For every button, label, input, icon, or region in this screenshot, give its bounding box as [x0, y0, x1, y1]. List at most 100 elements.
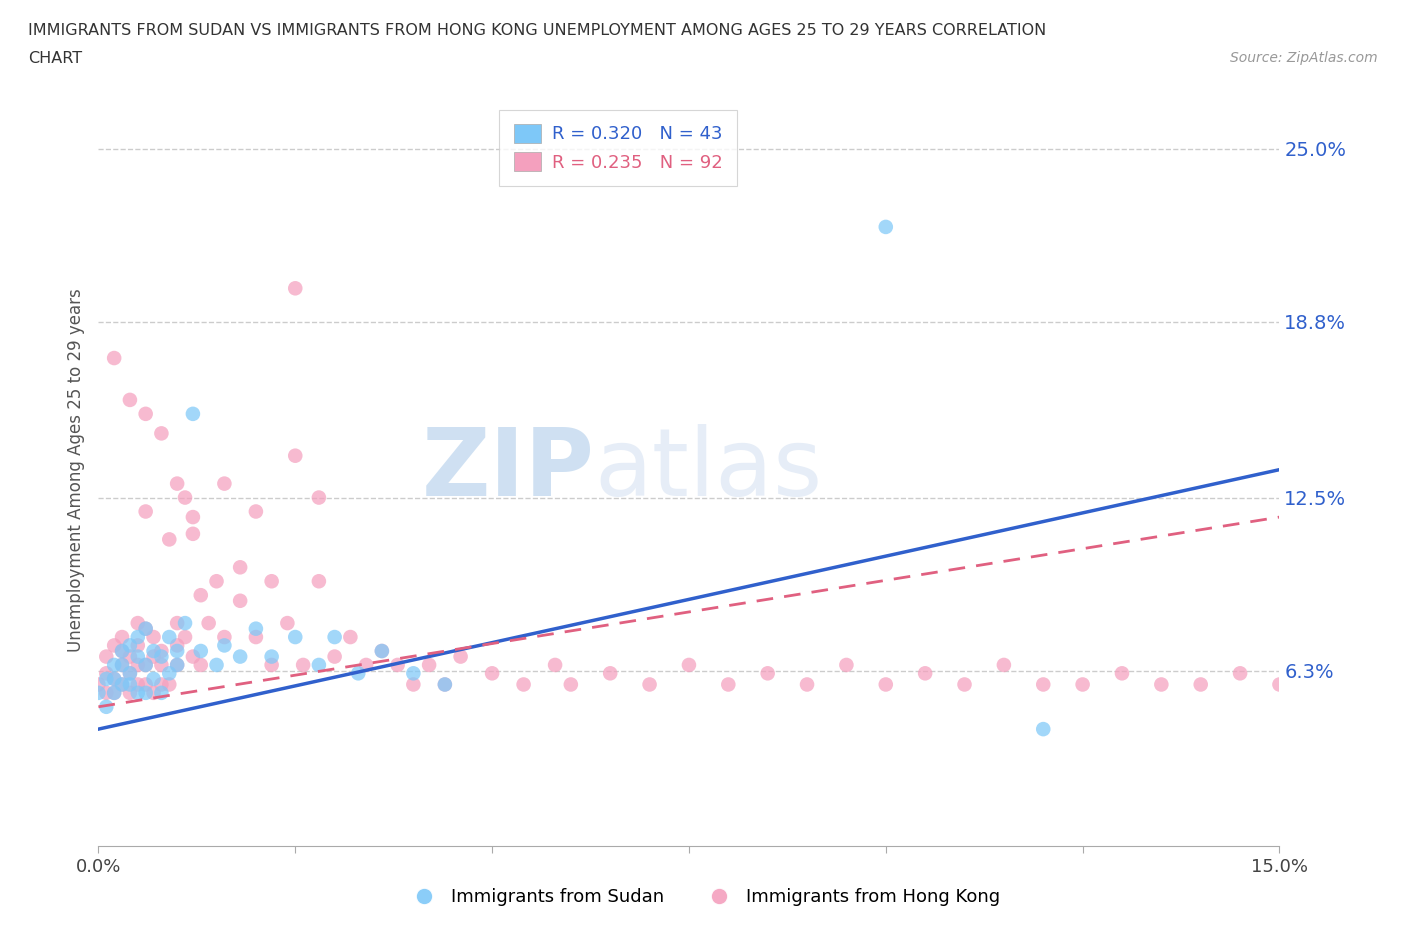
Point — [284, 281, 307, 296]
Point — [127, 658, 149, 672]
Point — [197, 616, 219, 631]
Point — [103, 638, 125, 653]
Point — [190, 658, 212, 672]
Point — [560, 677, 582, 692]
Point — [174, 616, 197, 631]
Point — [118, 666, 141, 681]
Point — [354, 658, 377, 672]
Point — [914, 666, 936, 681]
Point — [245, 621, 267, 636]
Point — [150, 426, 173, 441]
Point — [118, 677, 141, 692]
Point — [166, 644, 188, 658]
Point — [339, 630, 361, 644]
Point — [260, 574, 283, 589]
Point — [103, 671, 125, 686]
Point — [181, 649, 204, 664]
Point — [103, 685, 125, 700]
Point — [127, 685, 149, 700]
Point — [135, 621, 157, 636]
Point — [127, 616, 149, 631]
Point — [96, 671, 118, 686]
Point — [135, 677, 157, 692]
Point — [111, 677, 134, 692]
Point — [371, 644, 394, 658]
Point — [142, 685, 165, 700]
Point — [214, 630, 236, 644]
Point — [157, 666, 180, 681]
Point — [118, 685, 141, 700]
Point — [323, 649, 346, 664]
Point — [229, 649, 252, 664]
Point — [142, 630, 165, 644]
Point — [96, 649, 118, 664]
Point — [127, 630, 149, 644]
Point — [1229, 666, 1251, 681]
Point — [181, 406, 204, 421]
Point — [150, 658, 173, 672]
Point — [1268, 677, 1291, 692]
Point — [875, 219, 897, 234]
Point — [111, 630, 134, 644]
Point — [181, 526, 204, 541]
Point — [284, 630, 307, 644]
Point — [308, 658, 330, 672]
Point — [111, 644, 134, 658]
Point — [166, 658, 188, 672]
Point — [142, 644, 165, 658]
Text: IMMIGRANTS FROM SUDAN VS IMMIGRANTS FROM HONG KONG UNEMPLOYMENT AMONG AGES 25 TO: IMMIGRANTS FROM SUDAN VS IMMIGRANTS FROM… — [28, 23, 1046, 38]
Point — [118, 649, 141, 664]
Point — [796, 677, 818, 692]
Point — [229, 560, 252, 575]
Point — [1189, 677, 1212, 692]
Point — [111, 644, 134, 658]
Point — [157, 630, 180, 644]
Point — [260, 658, 283, 672]
Point — [150, 677, 173, 692]
Point — [103, 351, 125, 365]
Point — [276, 616, 298, 631]
Point — [103, 658, 125, 672]
Point — [638, 677, 661, 692]
Point — [111, 658, 134, 672]
Point — [96, 666, 118, 681]
Point — [205, 658, 228, 672]
Point — [174, 630, 197, 644]
Point — [166, 616, 188, 631]
Point — [835, 658, 858, 672]
Point — [1111, 666, 1133, 681]
Point — [111, 677, 134, 692]
Point — [1032, 677, 1054, 692]
Point — [150, 649, 173, 664]
Point — [166, 658, 188, 672]
Point — [599, 666, 621, 681]
Point — [166, 476, 188, 491]
Point — [150, 644, 173, 658]
Point — [512, 677, 534, 692]
Text: CHART: CHART — [28, 51, 82, 66]
Point — [308, 574, 330, 589]
Point — [993, 658, 1015, 672]
Point — [245, 630, 267, 644]
Point — [284, 448, 307, 463]
Point — [142, 671, 165, 686]
Point — [1150, 677, 1173, 692]
Text: ZIP: ZIP — [422, 424, 595, 515]
Point — [190, 588, 212, 603]
Point — [135, 658, 157, 672]
Point — [135, 685, 157, 700]
Point — [544, 658, 567, 672]
Point — [135, 504, 157, 519]
Point — [127, 638, 149, 653]
Point — [433, 677, 456, 692]
Point — [292, 658, 315, 672]
Point — [150, 685, 173, 700]
Point — [1032, 722, 1054, 737]
Point — [118, 666, 141, 681]
Point — [245, 504, 267, 519]
Point — [953, 677, 976, 692]
Point — [433, 677, 456, 692]
Point — [166, 638, 188, 653]
Point — [96, 685, 118, 700]
Text: Source: ZipAtlas.com: Source: ZipAtlas.com — [1230, 51, 1378, 65]
